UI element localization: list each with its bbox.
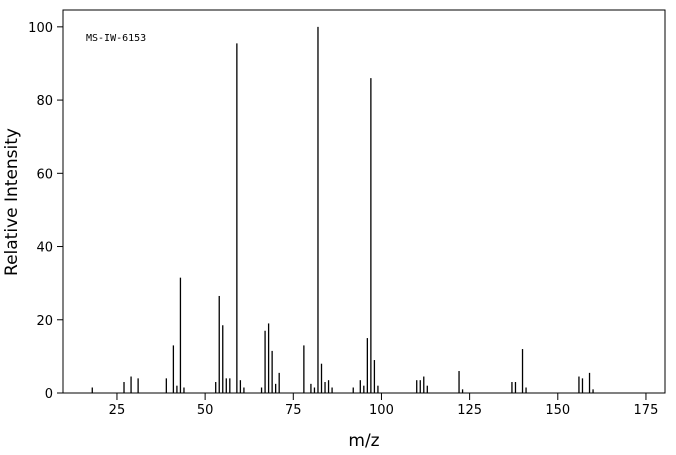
y-axis-label: Relative Intensity xyxy=(2,128,22,276)
x-tick-label: 50 xyxy=(197,403,214,418)
x-tick-label: 175 xyxy=(634,403,659,418)
x-tick-label: 150 xyxy=(545,403,570,418)
y-tick-label: 100 xyxy=(28,21,53,36)
x-tick-label: 100 xyxy=(369,403,394,418)
y-tick-label: 0 xyxy=(45,387,53,402)
y-tick-label: 60 xyxy=(36,167,53,182)
plot-frame xyxy=(62,9,666,394)
x-tick-label: 75 xyxy=(285,403,302,418)
annotation: MS-IW-6153 xyxy=(86,33,146,44)
y-tick-label: 80 xyxy=(36,94,53,109)
y-tick-label: 20 xyxy=(36,314,53,329)
x-tick-label: 25 xyxy=(109,403,126,418)
x-axis-label: m/z xyxy=(348,431,379,451)
x-tick-label: 125 xyxy=(457,403,482,418)
y-tick-label: 40 xyxy=(36,241,53,256)
